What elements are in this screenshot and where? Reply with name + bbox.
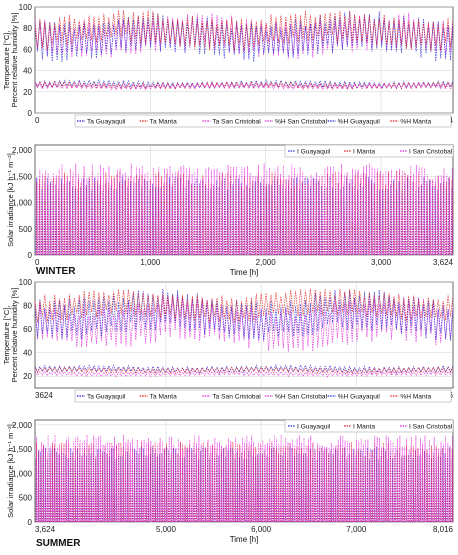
y-tick-label: 100	[19, 3, 33, 12]
y-tick-label: 20	[23, 88, 32, 97]
legend-label: %H Guayaquil	[338, 119, 381, 126]
series-line	[35, 82, 453, 91]
y-tick-label: 0	[28, 109, 33, 118]
x-tick-label: 3,624	[433, 258, 454, 267]
x-tick-label: 0	[35, 116, 40, 125]
legend: I Guayaquil I Manta I San Cristobal	[284, 419, 454, 433]
legend-label: Ta San Cristobal	[212, 119, 261, 126]
legend-label: I Guayaquil	[297, 149, 331, 156]
y-tick-label: 40	[23, 67, 32, 76]
series-line	[35, 288, 453, 323]
series-line	[36, 163, 453, 255]
x-axis-label: Time [h]	[230, 268, 259, 277]
legend-label: I San Cristobal	[409, 149, 453, 156]
y-axis-label: Solar irradiance [kJ h⁻¹ m⁻²]	[6, 424, 15, 518]
y-tick-label: 100	[19, 278, 33, 287]
legend-label: %H Manta	[400, 394, 431, 401]
series-line	[35, 294, 453, 352]
legend-label: %H Manta	[400, 119, 431, 126]
series-group	[35, 10, 453, 91]
series-line	[35, 434, 453, 522]
legend-label: %H San Cristobal	[275, 119, 328, 126]
legend-label: I Manta	[353, 149, 375, 156]
legend: Ta Guayaquil Ta Manta Ta San Cristobal %H S…	[74, 114, 452, 128]
y-tick-label: 40	[23, 349, 32, 358]
series-line	[35, 10, 453, 52]
legend-label: Ta Manta	[150, 119, 177, 126]
legend-label: Ta Guayaquil	[87, 394, 126, 401]
series-group	[35, 163, 453, 255]
y-tick-label: 60	[23, 325, 32, 334]
winter-irradiance-panel: 0 500 1,000 1,500 2,000 0 1,000 2,000 3,000 3,624…	[6, 144, 454, 277]
y-tick-label: 2,000	[12, 421, 33, 430]
legend-label: Ta Manta	[150, 394, 177, 401]
x-tick-label: 5,000	[156, 525, 177, 534]
legend-label: I Guayaquil	[297, 424, 331, 431]
x-tick-label: 8,016	[433, 525, 454, 534]
summer-label: SUMMER	[36, 538, 81, 549]
series-line	[35, 10, 453, 63]
y-axis-label: Solar irradiance [kJ h⁻¹ m⁻²]	[6, 153, 15, 247]
summer-irradiance-panel: 0 500 1,000 1,500 2,000 3,624 5,000 6,000 7,000 8…	[6, 419, 454, 544]
x-tick-label: 3624	[35, 391, 53, 400]
y-tick-label: 1,000	[12, 199, 33, 208]
winter-temp-humidity-panel: 02040608010001,0002,0003,0003624Temperat…	[2, 3, 454, 128]
series-line	[35, 366, 453, 375]
series-group	[35, 288, 453, 378]
y-axis-label: Temperature [°C],Percent relative humidi…	[2, 287, 19, 382]
legend: I Guayaquil I Manta I San Cristobal	[284, 144, 454, 158]
legend-label: I Manta	[353, 424, 375, 431]
legend-label: %H Guayaquil	[338, 394, 381, 401]
legend-label: Ta San Cristobal	[212, 394, 261, 401]
x-tick-label: 0	[35, 258, 40, 267]
winter-label: WINTER	[36, 266, 76, 277]
series-line	[35, 363, 453, 375]
series-group	[35, 434, 453, 522]
y-tick-label: 80	[23, 302, 32, 311]
x-tick-label: 7,000	[346, 525, 367, 534]
x-tick-label: 1,000	[140, 258, 161, 267]
legend: Ta Guayaquil Ta Manta Ta San Cristobal %H S…	[74, 389, 452, 403]
x-axis-label: Time [h]	[230, 535, 259, 544]
legend-label: %H San Cristobal	[275, 394, 328, 401]
summer-temp-humidity-panel: 2040608010036245,0006,0007,0008,016Tempe…	[2, 278, 454, 403]
legend-label: Ta Guayaquil	[87, 119, 126, 126]
plot-area	[34, 6, 454, 114]
x-tick-label: 2,000	[256, 258, 277, 267]
series-line	[35, 370, 453, 378]
legend-label: I San Cristobal	[409, 424, 453, 431]
y-tick-label: 500	[19, 225, 33, 234]
y-tick-label: 1,500	[12, 445, 33, 454]
y-tick-label: 0	[28, 518, 33, 527]
y-tick-label: 60	[23, 45, 32, 54]
series-line	[35, 288, 453, 342]
x-tick-label: 6,000	[251, 525, 272, 534]
y-tick-label: 1,000	[12, 469, 33, 478]
y-tick-label: 0	[28, 251, 33, 260]
y-tick-label: 20	[23, 372, 32, 381]
y-tick-label: 80	[23, 24, 32, 33]
y-axis-label: Temperature [°C],Percent relative humidi…	[2, 12, 19, 107]
y-tick-label: 2,000	[12, 146, 33, 155]
y-tick-label: 500	[19, 494, 33, 503]
x-tick-label: 3,624	[35, 525, 56, 534]
x-tick-label: 3,000	[371, 258, 392, 267]
y-tick-label: 1,500	[12, 172, 33, 181]
